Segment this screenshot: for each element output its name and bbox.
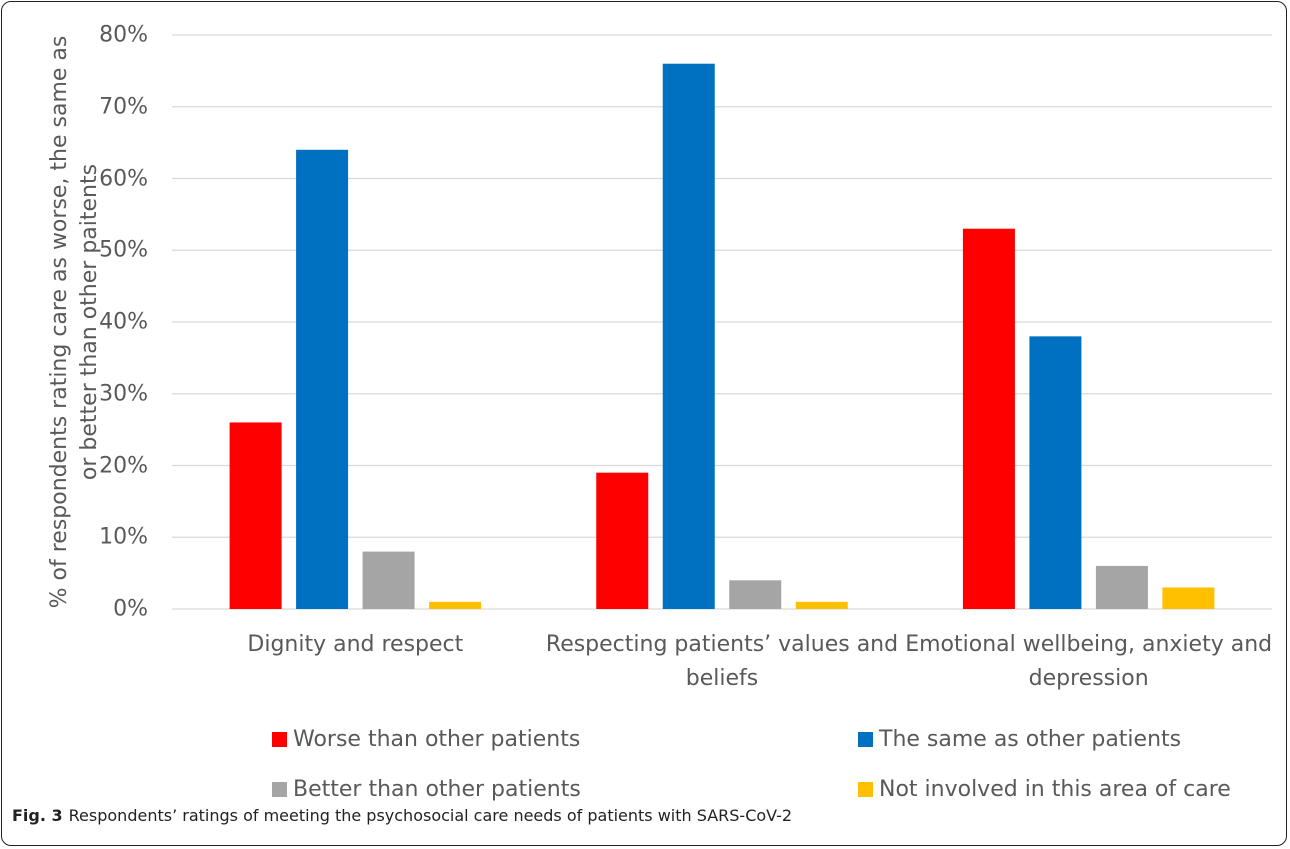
x-tick-label: Emotional wellbeing, anxiety and depress… <box>905 632 1273 691</box>
caption-label: Fig. 3 <box>12 806 63 825</box>
y-tick-label: 20% <box>99 453 148 478</box>
legend-label: Worse than other patients <box>293 727 581 752</box>
y-tick-label: 0% <box>113 596 148 622</box>
legend-item: Better than other patients <box>272 777 581 802</box>
legend-label: Not involved in this area of care <box>879 777 1231 802</box>
bar <box>1029 336 1082 609</box>
y-tick-label: 30% <box>99 381 148 407</box>
y-tick-label: 60% <box>99 166 148 191</box>
caption: Fig. 3 Respondents’ ratings of meeting th… <box>12 806 792 825</box>
bar <box>296 149 349 610</box>
legend-swatch <box>272 732 287 747</box>
legend-swatch <box>858 732 873 747</box>
legend-label: Better than other patients <box>293 777 581 802</box>
bar <box>795 601 848 609</box>
bar <box>1095 565 1148 609</box>
bar <box>962 228 1015 609</box>
y-tick-label: 10% <box>99 524 148 550</box>
legend-item: Not involved in this area of care <box>858 777 1231 802</box>
bar <box>1162 587 1215 609</box>
y-tick-label: 50% <box>99 237 148 263</box>
y-tick-label: 40% <box>99 309 148 335</box>
bar <box>229 422 282 609</box>
y-tick-label: 80% <box>99 22 148 48</box>
bar <box>429 601 482 609</box>
legend-item: The same as other patients <box>858 727 1181 752</box>
legend-item: Worse than other patients <box>272 727 580 752</box>
x-tick-label: Dignity and respect <box>247 632 464 657</box>
caption-text: Respondents’ ratings of meeting the psyc… <box>68 806 793 825</box>
y-tick-label: 70% <box>99 94 148 120</box>
bar <box>596 472 649 609</box>
bar <box>362 551 415 609</box>
bar <box>662 63 715 609</box>
bar <box>729 580 782 609</box>
legend-swatch <box>272 782 287 797</box>
legend-swatch <box>858 782 873 797</box>
legend-label: The same as other patients <box>879 727 1182 752</box>
x-tick-label: Respecting patients’ values and beliefs <box>545 632 899 691</box>
